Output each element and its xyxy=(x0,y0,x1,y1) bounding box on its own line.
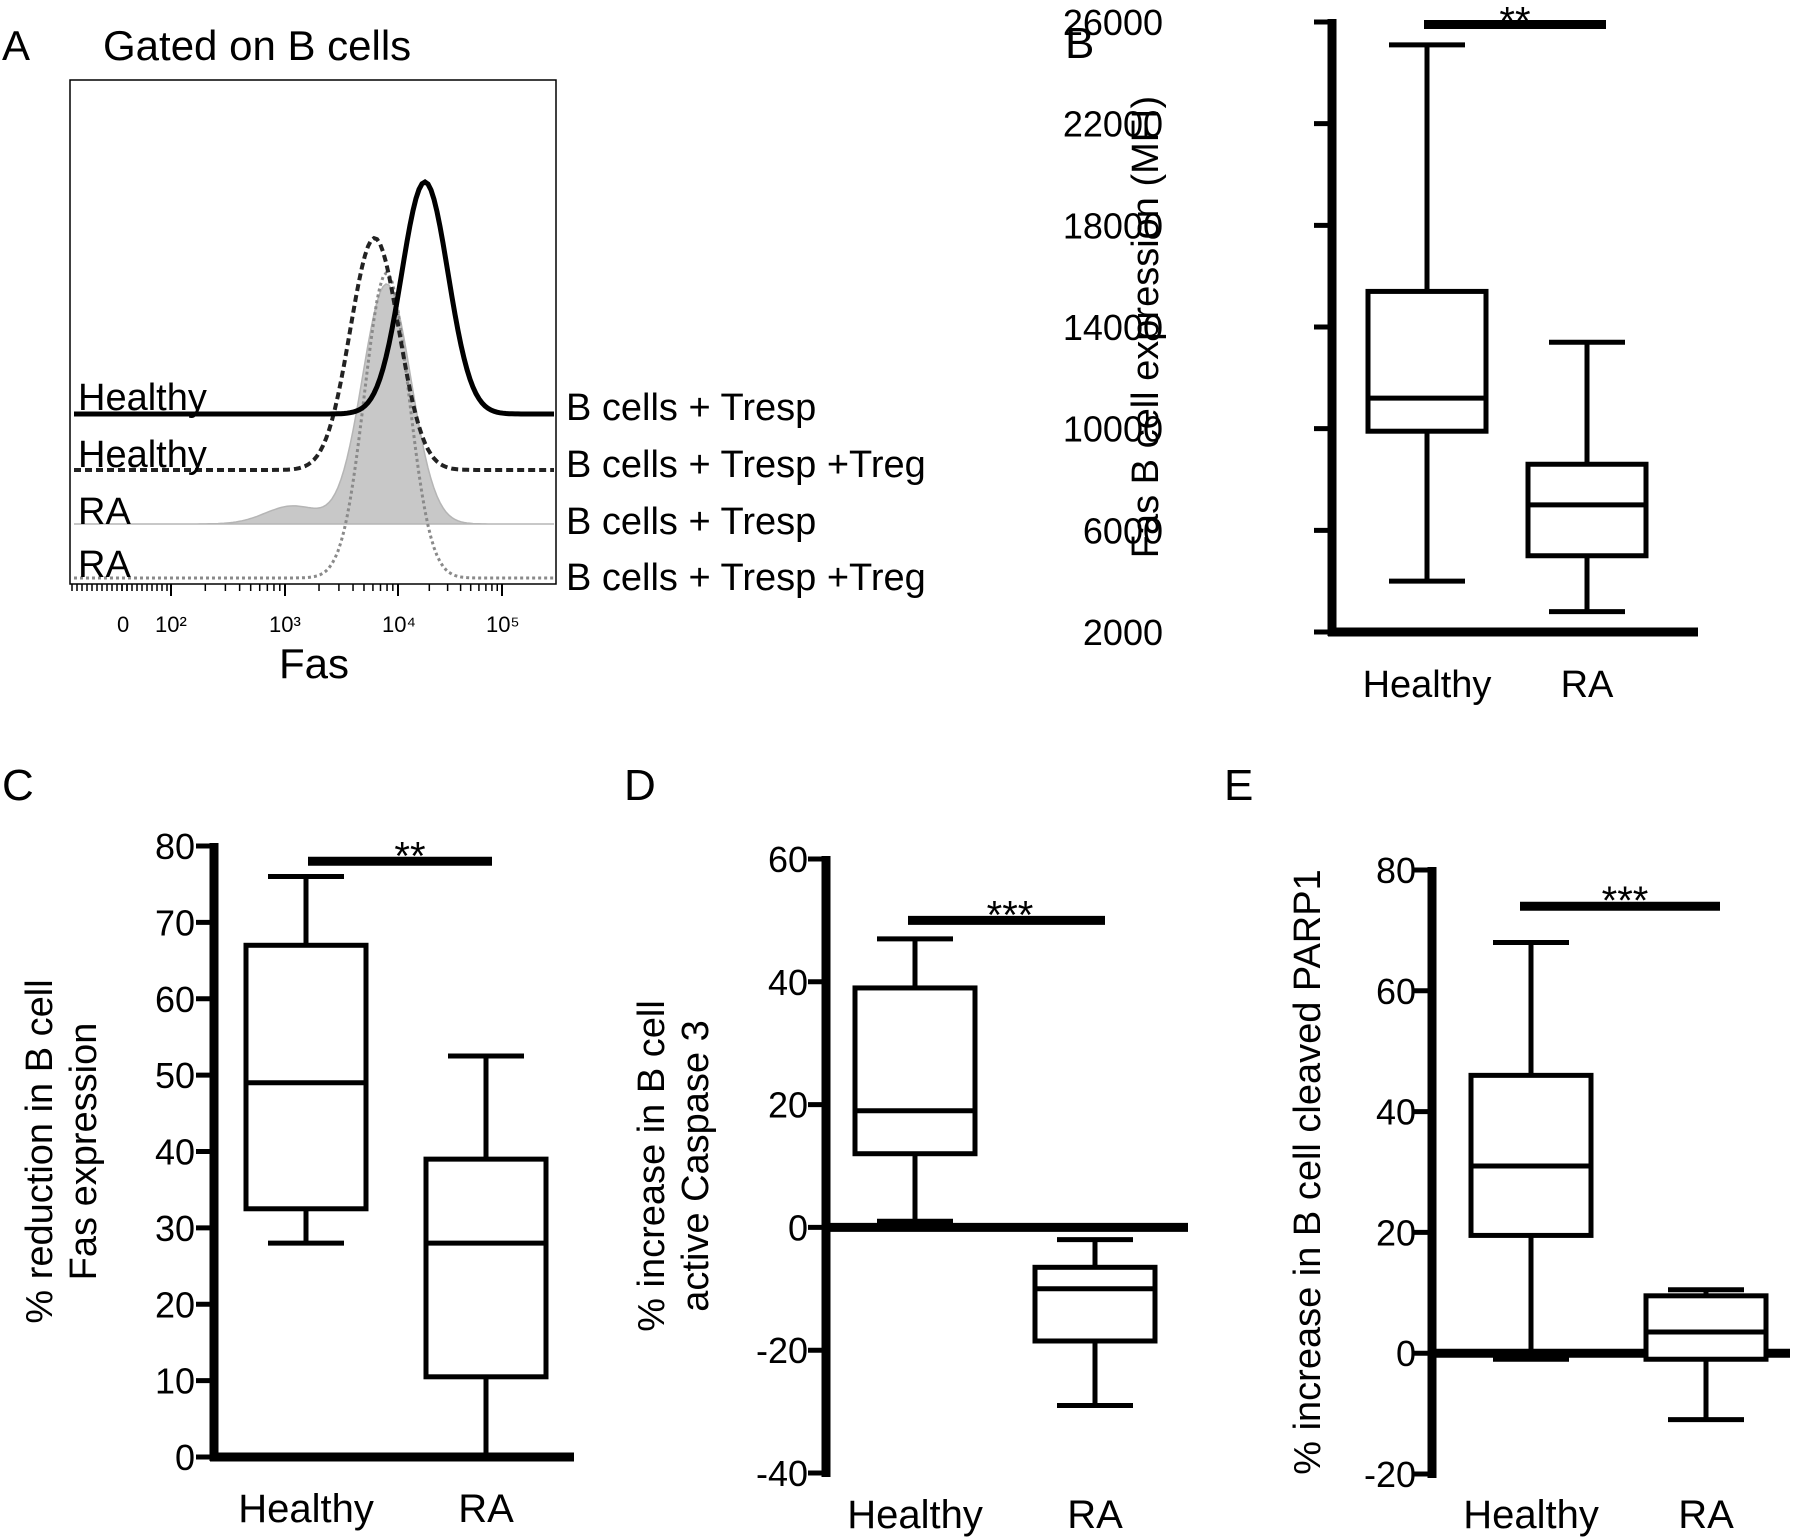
category-label: Healthy xyxy=(1463,1493,1599,1537)
x-axis-label: Fas xyxy=(279,640,349,687)
y-tick-label: -20 xyxy=(1364,1454,1416,1495)
y-axis-label: % reduction in B cell xyxy=(19,979,61,1323)
box-iqr xyxy=(852,985,978,1157)
y-tick-label: 30 xyxy=(155,1208,195,1249)
x-tick-label: 10⁵ xyxy=(486,612,520,637)
y-axis-label: Fas expression xyxy=(63,1023,105,1281)
panel-letter: D xyxy=(624,761,656,810)
significance-stars: ** xyxy=(1499,0,1530,44)
box-iqr xyxy=(1468,1072,1594,1238)
y-tick-label: 2000 xyxy=(1083,612,1163,653)
box-iqr xyxy=(423,1156,549,1380)
row-left-label: RA xyxy=(78,544,131,586)
y-tick-label: 18000 xyxy=(1063,205,1163,246)
y-tick-label: 0 xyxy=(788,1207,808,1248)
y-tick-label: 40 xyxy=(155,1132,195,1173)
panel-letter: A xyxy=(2,22,30,69)
y-tick-label: 50 xyxy=(155,1055,195,1096)
box-iqr xyxy=(1365,288,1489,434)
y-tick-label: 40 xyxy=(768,962,808,1003)
y-tick-label: 14000 xyxy=(1063,307,1163,348)
category-label: RA xyxy=(1678,1493,1734,1537)
panel-letter: C xyxy=(2,761,34,810)
histogram-ra-tresp-filled xyxy=(74,283,554,525)
y-tick-label: 80 xyxy=(155,826,195,867)
category-label: RA xyxy=(1067,1493,1123,1537)
box-iqr xyxy=(1032,1264,1158,1344)
category-label: Healthy xyxy=(847,1493,983,1537)
y-tick-label: 6000 xyxy=(1083,510,1163,551)
x-tick-label: 10³ xyxy=(269,612,301,637)
y-tick-label: 20 xyxy=(1376,1212,1416,1253)
row-right-label: B cells + Tresp xyxy=(566,387,816,429)
y-tick-label: 20 xyxy=(155,1284,195,1325)
y-tick-label: -40 xyxy=(756,1453,808,1494)
row-left-label: Healthy xyxy=(78,434,207,476)
y-tick-label: 10 xyxy=(155,1361,195,1402)
box-iqr xyxy=(243,942,369,1212)
row-left-label: Healthy xyxy=(78,377,207,419)
row-left-label: RA xyxy=(78,491,131,533)
y-tick-label: 60 xyxy=(1376,971,1416,1012)
category-label: Healthy xyxy=(238,1487,374,1531)
y-tick-label: 60 xyxy=(768,839,808,880)
x-tick-label: 0 xyxy=(117,612,129,637)
category-label: Healthy xyxy=(1363,664,1492,706)
y-axis-label: Fas B cell expression (MFI) xyxy=(1125,96,1167,558)
y-tick-label: 26000 xyxy=(1063,2,1163,43)
category-label: RA xyxy=(1561,664,1614,706)
y-tick-label: 40 xyxy=(1376,1092,1416,1133)
histogram-healthy-tresp-treg xyxy=(74,235,554,472)
y-axis-label: % increase in B cell xyxy=(631,1000,673,1332)
y-tick-label: 0 xyxy=(175,1437,195,1478)
box-iqr xyxy=(1643,1293,1769,1362)
histogram-frame xyxy=(69,79,557,585)
y-tick-label: 60 xyxy=(155,979,195,1020)
y-tick-label: 70 xyxy=(155,902,195,943)
y-tick-label: 22000 xyxy=(1063,104,1163,145)
significance-stars: *** xyxy=(1602,879,1649,923)
category-label: RA xyxy=(458,1487,514,1531)
significance-stars: *** xyxy=(987,893,1034,937)
y-tick-label: 80 xyxy=(1376,850,1416,891)
y-tick-label: 20 xyxy=(768,1085,808,1126)
histogram-title: Gated on B cells xyxy=(103,22,411,69)
row-right-label: B cells + Tresp +Treg xyxy=(566,444,926,486)
y-axis-label: % increase in B cell cleaved PARP1 xyxy=(1287,869,1329,1474)
row-right-label: B cells + Tresp xyxy=(566,501,816,543)
y-tick-label: -20 xyxy=(756,1330,808,1371)
y-tick-label: 0 xyxy=(1396,1333,1416,1374)
row-right-label: B cells + Tresp +Treg xyxy=(566,557,926,599)
panel-letter: B xyxy=(1065,19,1094,68)
x-tick-label: 10⁴ xyxy=(382,612,416,637)
histogram-ra-tresp-treg xyxy=(74,271,554,580)
y-axis-label: active Caspase 3 xyxy=(675,1020,717,1312)
histogram-healthy-tresp xyxy=(74,179,554,417)
significance-stars: ** xyxy=(394,834,425,878)
x-tick-label: 10² xyxy=(155,612,187,637)
panel-letter: E xyxy=(1224,761,1253,810)
y-tick-label: 10000 xyxy=(1063,409,1163,450)
box-iqr xyxy=(1525,461,1649,559)
